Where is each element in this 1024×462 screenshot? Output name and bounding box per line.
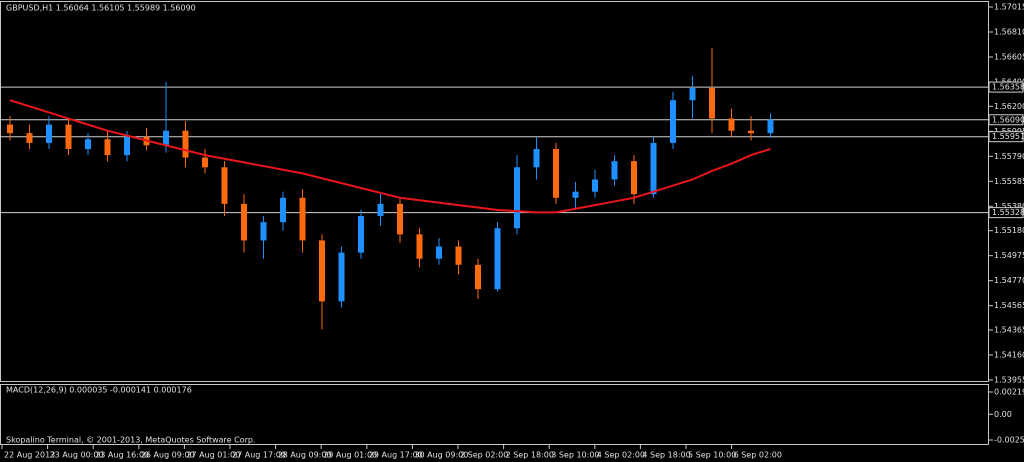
- candle-body: [163, 130, 169, 146]
- macd-tick-label: -0.002531: [994, 436, 1024, 445]
- main-panel: [0, 1, 989, 382]
- candle-body: [299, 197, 306, 241]
- x-tick-label: 3 Sep 10:00: [551, 451, 599, 460]
- candle-body: [670, 100, 676, 143]
- x-tick-label: 30 Aug 09:00: [414, 451, 468, 460]
- level-label: 1.55328: [992, 208, 1024, 217]
- x-tick-label: 29 Aug 17:00: [369, 451, 423, 460]
- x-tick-label: 23 Aug 16:00: [95, 451, 149, 460]
- y-tick-label: 1.55790: [994, 152, 1024, 161]
- candle-body: [260, 222, 267, 241]
- y-tick-label: 1.55380: [994, 202, 1024, 211]
- x-tick-label: 28 Aug 09:00: [278, 451, 332, 460]
- candle-body: [455, 246, 462, 265]
- x-tick-label: 29 Aug 01:00: [323, 451, 377, 460]
- x-tick-label: 26 Aug 09:00: [141, 451, 195, 460]
- candle-body: [280, 197, 286, 223]
- candle-body: [572, 191, 579, 198]
- candle-body: [416, 234, 423, 259]
- level-box: [988, 81, 1024, 93]
- symbol-header: GBPUSD,H1 1.56064 1.56105 1.55989 1.5609…: [6, 4, 196, 13]
- candle-body: [631, 161, 637, 195]
- y-tick-label: 1.54565: [994, 301, 1024, 310]
- candle-body: [689, 88, 696, 101]
- x-tick-label: 27 Aug 17:00: [232, 451, 286, 460]
- candle-body: [553, 149, 559, 198]
- candle-body: [7, 124, 13, 134]
- candle-body: [182, 130, 189, 158]
- macd-label: MACD(12,26,9) 0.000035 -0.000141 0.00017…: [6, 386, 192, 395]
- y-tick-label: 1.56200: [994, 102, 1024, 111]
- x-tick-label: 5 Sep 10:00: [688, 451, 736, 460]
- candle-body: [494, 228, 501, 290]
- candle-body: [221, 167, 228, 204]
- y-tick-label: 1.56605: [994, 52, 1024, 61]
- level-box: [988, 207, 1024, 219]
- candle-body: [728, 118, 735, 131]
- x-tick-label: 2 Sep 02:00: [460, 451, 508, 460]
- y-tick-label: 1.57015: [994, 3, 1024, 12]
- y-tick-label: 1.54160: [994, 351, 1024, 360]
- x-tick-label: 4 Sep 02:00: [597, 451, 645, 460]
- x-tick-label: 23 Aug 00:00: [50, 451, 104, 460]
- candle-body: [65, 124, 72, 150]
- x-tick-label: 6 Sep 02:00: [734, 451, 782, 460]
- candle-body: [377, 203, 384, 217]
- y-tick-label: 1.54770: [994, 276, 1024, 285]
- candle-body: [592, 179, 598, 192]
- x-tick-label: 2 Sep 18:00: [506, 451, 554, 460]
- level-label: 1.56358: [992, 83, 1024, 92]
- macd-tick-label: 0.002199: [994, 388, 1024, 397]
- candle-body: [533, 149, 540, 168]
- candle-body: [650, 142, 657, 195]
- candle-body: [124, 136, 130, 156]
- candle-body: [46, 124, 52, 143]
- x-tick-label: 27 Aug 01:00: [186, 451, 240, 460]
- y-tick-label: 1.54975: [994, 251, 1024, 260]
- candle-body: [319, 240, 325, 302]
- x-tick-label: 4 Sep 18:00: [642, 451, 690, 460]
- candle-body: [202, 157, 208, 168]
- candle-body: [475, 264, 481, 290]
- candle-body: [611, 161, 618, 180]
- candle-body: [338, 252, 345, 302]
- copyright: Skopalino Terminal, © 2001-2013, MetaQuo…: [6, 436, 255, 445]
- x-tick-label: 22 Aug 2013: [4, 451, 55, 460]
- y-tick-label: 1.53955: [994, 376, 1024, 385]
- y-tick-label: 1.55585: [994, 177, 1024, 186]
- candle-body: [767, 119, 774, 134]
- candle-body: [514, 167, 520, 229]
- candle-body: [104, 139, 111, 156]
- level-label: 1.55951: [992, 132, 1024, 141]
- level-box: [988, 114, 1024, 126]
- candle-body: [358, 216, 364, 253]
- candle-body: [241, 203, 247, 241]
- candle-body: [748, 130, 754, 134]
- candle-body: [26, 133, 33, 143]
- y-tick-label: 1.55180: [994, 226, 1024, 235]
- macd-tick-label: 0.00: [994, 410, 1012, 419]
- candle-body: [85, 139, 91, 150]
- level-box: [988, 131, 1024, 143]
- level-label: 1.56090: [992, 115, 1024, 124]
- moving-average: [9, 99, 771, 214]
- y-tick-label: 1.54365: [994, 326, 1024, 335]
- macd-panel: [0, 384, 989, 445]
- candle-body: [709, 88, 715, 119]
- candle-body: [436, 246, 442, 259]
- y-tick-label: 1.56810: [994, 27, 1024, 36]
- candle-body: [397, 203, 403, 235]
